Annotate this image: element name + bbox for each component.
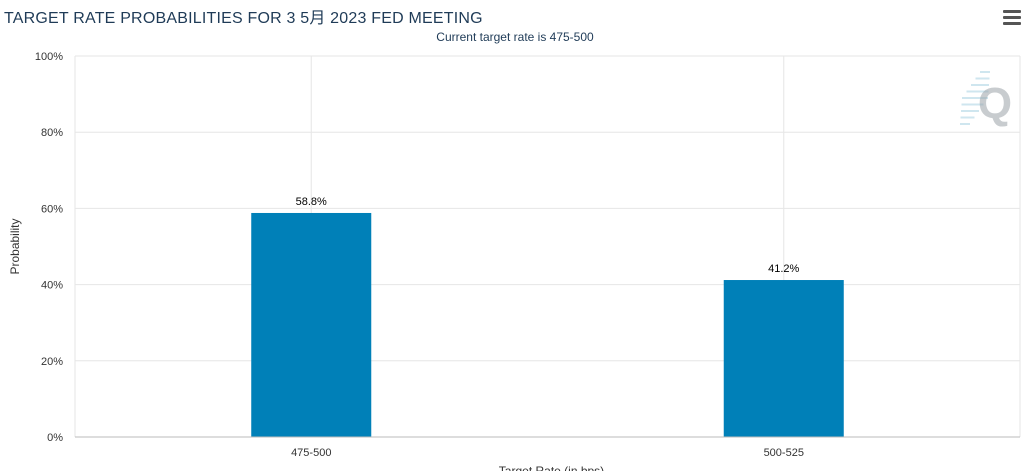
- x-axis-title: Target Rate (in bps): [499, 464, 604, 471]
- data-label: 58.8%: [296, 196, 327, 208]
- y-tick-label: 40%: [41, 280, 63, 292]
- hamburger-menu-icon[interactable]: [1003, 10, 1021, 26]
- watermark-q-letter: Q: [978, 79, 1012, 128]
- y-tick-label: 20%: [41, 356, 63, 368]
- y-tick-label: 80%: [41, 127, 63, 139]
- data-label: 41.2%: [768, 263, 799, 275]
- chart-subtitle: Current target rate is 475-500: [436, 30, 594, 44]
- y-tick-label: 60%: [41, 203, 63, 215]
- chart-title: TARGET RATE PROBABILITIES FOR 3 5月 2023 …: [4, 10, 483, 27]
- bar-475-500: [251, 212, 372, 437]
- bar-500-525: [723, 280, 844, 437]
- y-axis-title: Probability: [8, 218, 22, 274]
- x-tick-label: 475-500: [291, 447, 331, 459]
- y-tick-label: 0%: [47, 432, 63, 444]
- y-tick-label: 100%: [35, 51, 63, 63]
- watermark-logo-icon: Q: [960, 71, 1012, 128]
- x-tick-label: 500-525: [764, 447, 804, 459]
